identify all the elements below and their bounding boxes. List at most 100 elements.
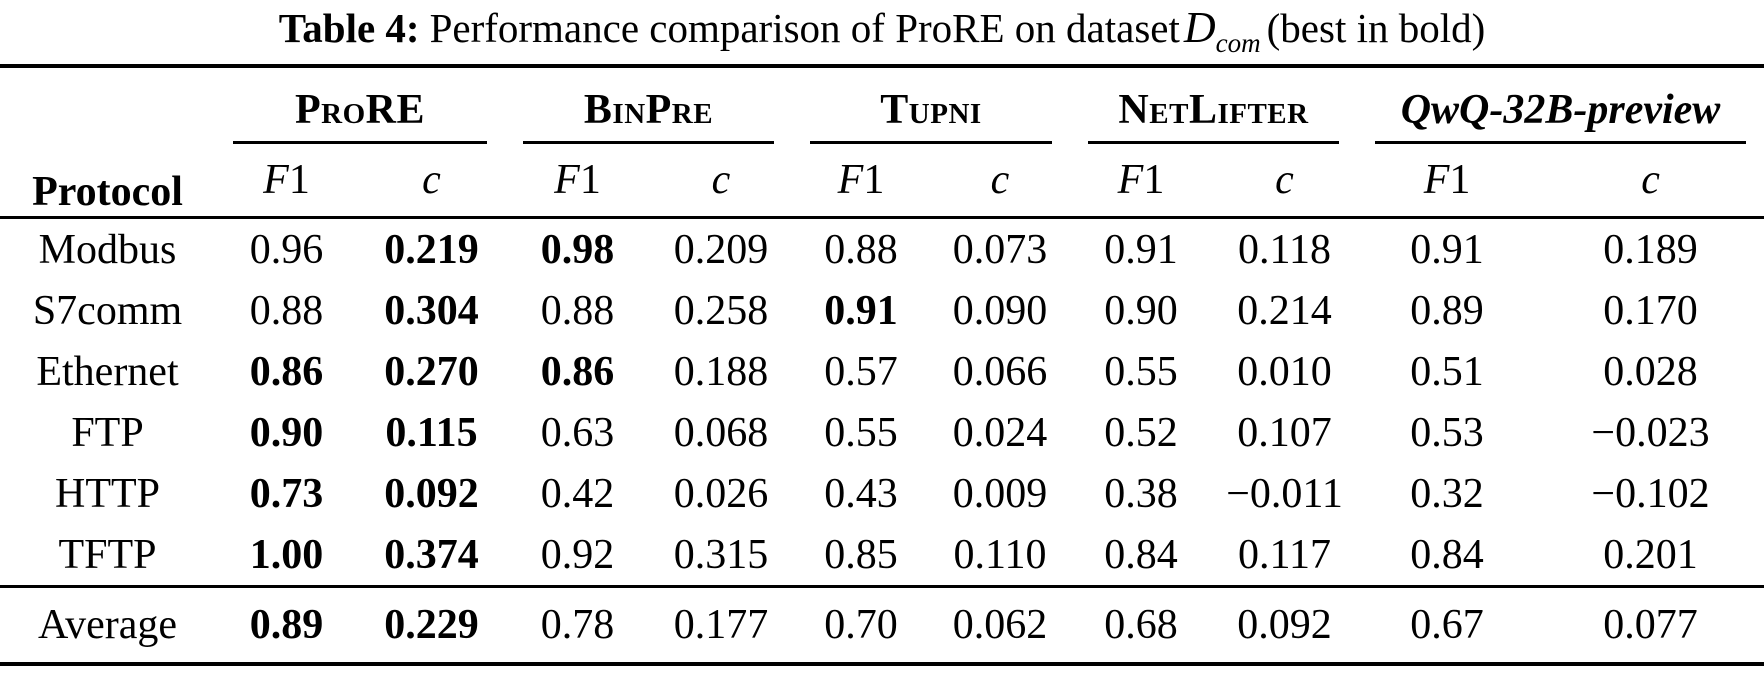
f1-letter: F — [837, 157, 864, 203]
metric-header-row: F1 c F1 c F1 c F1 c F1 c — [0, 144, 1764, 218]
table-row: FTP 0.90 0.115 0.63 0.068 0.55 0.024 0.52 0.107 0… — [0, 402, 1764, 463]
value-cell: 0.88 — [540, 287, 615, 334]
value-cell: 0.092 — [384, 470, 479, 517]
value-cell: 0.70 — [824, 602, 898, 648]
value-cell: 0.219 — [384, 226, 479, 273]
value-cell: 0.85 — [824, 531, 898, 578]
value-cell: 0.51 — [1410, 348, 1484, 395]
value-cell: 0.73 — [249, 470, 324, 517]
value-cell: 0.52 — [1104, 409, 1178, 456]
value-cell: 0.117 — [1238, 531, 1331, 578]
group-header-netlifter-label: NetLifter — [1088, 86, 1340, 144]
value-cell: 0.062 — [952, 602, 1048, 648]
table-row: S7comm 0.88 0.304 0.88 0.258 0.91 0.090 0.90 0.2… — [0, 280, 1764, 341]
group-header-qwq-label: QwQ-32B-preview — [1375, 86, 1747, 144]
protocol-cell: FTP — [71, 409, 144, 456]
dataset-symbol: D — [1183, 3, 1216, 52]
value-cell: 0.092 — [1237, 602, 1332, 648]
value-cell: 0.86 — [249, 348, 324, 395]
value-cell: 0.118 — [1238, 226, 1331, 273]
value-cell: 0.090 — [952, 287, 1048, 334]
protocol-column-header: Protocol — [32, 169, 183, 215]
value-cell: 0.91 — [1104, 226, 1178, 273]
value-cell: 0.009 — [952, 470, 1048, 517]
value-cell: 0.026 — [673, 470, 769, 517]
subheader-f1: F1 — [215, 144, 358, 218]
value-cell: 0.89 — [249, 602, 324, 648]
protocol-cell: HTTP — [55, 470, 160, 517]
value-cell: 0.177 — [673, 602, 769, 648]
value-cell: 0.57 — [824, 348, 898, 395]
table-average-row: Average 0.89 0.229 0.78 0.177 0.70 0.062 0.68 0.… — [0, 587, 1764, 665]
f1-letter: F — [554, 157, 580, 203]
group-header-netlifter: NetLifter — [1070, 66, 1357, 144]
group-header-row: Protocol ProRE BinPre Tupni NetLifter Qw… — [0, 66, 1764, 215]
table-header: Protocol ProRE BinPre Tupni NetLifter Qw… — [0, 66, 1764, 218]
value-cell: 0.78 — [540, 602, 615, 648]
table-caption-suffix: (best in bold) — [1266, 5, 1486, 51]
group-header-prore: ProRE — [215, 66, 505, 144]
table-row: TFTP 1.00 0.374 0.92 0.315 0.85 0.110 0.84 0.117… — [0, 524, 1764, 587]
value-cell: 0.010 — [1237, 348, 1332, 395]
value-cell: 0.077 — [1603, 602, 1698, 648]
table-row: Modbus 0.96 0.219 0.98 0.209 0.88 0.073 0.91 0.1… — [0, 218, 1764, 281]
value-cell: 0.188 — [673, 348, 769, 395]
value-cell: 0.201 — [1603, 531, 1698, 578]
group-header-tupni-label: Tupni — [810, 86, 1052, 144]
value-cell: 0.98 — [540, 226, 615, 273]
value-cell: 0.374 — [384, 531, 479, 578]
subheader-c: c — [1275, 157, 1294, 203]
value-cell: 0.88 — [824, 226, 898, 273]
value-cell: 0.89 — [1410, 287, 1484, 334]
value-cell: 0.115 — [385, 409, 478, 456]
f1-digit: 1 — [579, 157, 601, 203]
protocol-cell: Ethernet — [36, 348, 179, 395]
value-cell: −0.023 — [1591, 409, 1710, 456]
value-cell: 0.066 — [952, 348, 1048, 395]
subheader-f1: F1 — [505, 144, 650, 218]
value-cell: 0.270 — [384, 348, 479, 395]
value-cell: 0.43 — [824, 470, 898, 517]
protocol-cell: S7comm — [32, 287, 183, 334]
subheader-c: c — [711, 157, 731, 203]
table-body: Modbus 0.96 0.219 0.98 0.209 0.88 0.073 0.91 0.1… — [0, 218, 1764, 587]
value-cell: 0.86 — [540, 348, 615, 395]
protocol-cell: TFTP — [58, 531, 157, 578]
value-cell: 0.91 — [824, 287, 898, 334]
value-cell: 0.32 — [1410, 470, 1484, 517]
subheader-c: c — [422, 157, 441, 203]
value-cell: 0.67 — [1410, 602, 1484, 648]
subheader-f1: F1 — [1070, 144, 1212, 218]
f1-digit: 1 — [863, 157, 885, 203]
group-header-binpre: BinPre — [505, 66, 792, 144]
table-caption-tag: Table 4: — [278, 5, 420, 51]
f1-letter: F — [263, 157, 289, 203]
value-cell: 0.214 — [1237, 287, 1332, 334]
value-cell: 0.84 — [1410, 531, 1484, 578]
value-cell: 0.304 — [384, 287, 479, 334]
value-cell: 0.42 — [540, 470, 615, 517]
value-cell: 0.91 — [1410, 226, 1484, 273]
group-header-qwq: QwQ-32B-preview — [1357, 66, 1764, 144]
protocol-cell: Average — [37, 602, 178, 648]
subheader-f1: F1 — [1357, 144, 1537, 218]
value-cell: 0.028 — [1603, 348, 1698, 395]
table-caption: Table 4: Performance comparison of ProRE … — [0, 0, 1764, 64]
group-header-prore-label: ProRE — [233, 86, 487, 144]
value-cell: −0.102 — [1591, 470, 1710, 517]
subheader-c: c — [1641, 157, 1660, 203]
value-cell: −0.011 — [1226, 470, 1343, 517]
dataset-subscript: com — [1215, 28, 1261, 58]
f1-letter: F — [1423, 157, 1450, 203]
f1-digit: 1 — [1449, 157, 1471, 203]
value-cell: 0.55 — [824, 409, 898, 456]
subheader-f1: F1 — [792, 144, 930, 218]
group-header-binpre-label: BinPre — [523, 86, 774, 144]
value-cell: 0.315 — [673, 531, 769, 578]
subheader-c: c — [990, 157, 1010, 203]
value-cell: 0.55 — [1104, 348, 1178, 395]
value-cell: 0.110 — [953, 531, 1047, 578]
value-cell: 0.92 — [540, 531, 615, 578]
value-cell: 0.107 — [1237, 409, 1332, 456]
